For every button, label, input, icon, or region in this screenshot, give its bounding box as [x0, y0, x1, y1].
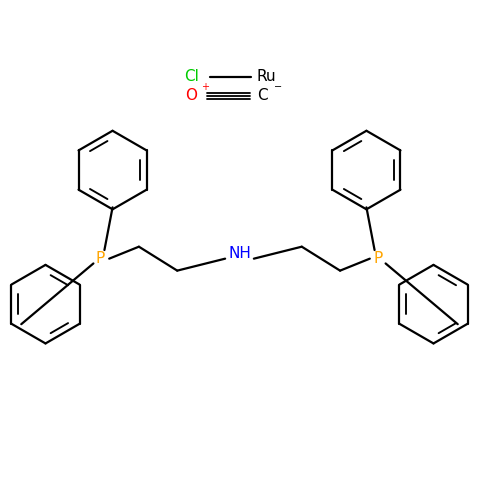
Text: Cl: Cl — [184, 69, 199, 84]
Text: C: C — [257, 88, 268, 103]
Text: +: + — [201, 82, 209, 92]
Text: P: P — [374, 251, 383, 266]
Text: P: P — [96, 251, 105, 266]
Text: O: O — [185, 88, 198, 103]
Text: NH: NH — [228, 246, 251, 262]
Text: −: − — [274, 82, 282, 92]
Text: Ru: Ru — [256, 69, 275, 84]
